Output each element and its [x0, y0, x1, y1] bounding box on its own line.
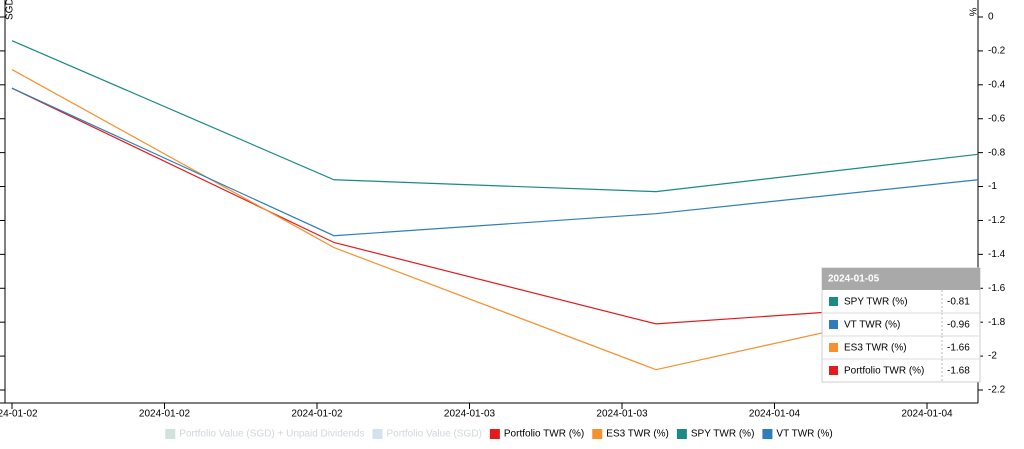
x-tick-label: 2024-01-02 — [0, 409, 38, 420]
legend-label: Portfolio Value (SGD) + Unpaid Dividends — [179, 429, 364, 440]
tooltip-name: Portfolio TWR (%) — [844, 366, 924, 377]
left-axis-label: SGD — [5, 0, 16, 20]
tooltip-value: -1.68 — [947, 366, 970, 377]
legend-label: ES3 TWR (%) — [606, 429, 669, 440]
tooltip-value: -1.66 — [947, 343, 970, 354]
legend-swatch — [592, 429, 603, 439]
y-tick-label: -0.4 — [988, 79, 1006, 90]
tooltip-swatch — [829, 366, 838, 375]
y-tick-label: -1.2 — [988, 215, 1006, 226]
y-tick-label: -0.6 — [988, 113, 1006, 124]
x-tick-label: 2024-01-03 — [596, 409, 648, 420]
series-line — [11, 87, 979, 325]
y-tick-label: -0.8 — [988, 147, 1006, 158]
x-tick-label: 2024-01-04 — [749, 409, 801, 420]
x-tick-label: 2024-01-04 — [901, 409, 953, 420]
y-tick-label: -1 — [988, 181, 997, 192]
y-tick-label: -0.2 — [988, 46, 1006, 57]
y-tick-label: -2 — [988, 351, 997, 362]
tooltip-swatch — [829, 343, 838, 352]
tooltip-name: ES3 TWR (%) — [844, 343, 907, 354]
y-tick-label: -1.4 — [988, 249, 1006, 260]
y-tick-label: -1.6 — [988, 283, 1006, 294]
tooltip-value: -0.81 — [947, 297, 970, 308]
x-tick-label: 2024-01-02 — [139, 409, 191, 420]
tooltip-name: SPY TWR (%) — [844, 297, 908, 308]
legend-swatch — [762, 429, 773, 439]
y-tick-label: -2.2 — [988, 385, 1006, 396]
tooltip-title: 2024-01-05 — [828, 274, 880, 285]
series-line — [11, 69, 979, 371]
tooltip-header — [822, 268, 980, 290]
legend-item[interactable]: Portfolio Value (SGD) + Unpaid Dividends — [165, 429, 364, 440]
legend-item[interactable]: Portfolio Value (SGD) — [372, 429, 482, 440]
legend-item[interactable]: VT TWR (%) — [762, 429, 833, 440]
y-tick-label: -1.8 — [988, 317, 1006, 328]
x-tick-label: 2024-01-02 — [291, 409, 343, 420]
x-tick-label: 2024-01-03 — [444, 409, 496, 420]
series-line — [11, 87, 979, 237]
legend-swatch — [165, 429, 176, 439]
legend-item[interactable]: Portfolio TWR (%) — [489, 429, 584, 440]
legend-swatch — [372, 429, 383, 439]
tooltip-name: VT TWR (%) — [844, 320, 900, 331]
legend-item[interactable]: ES3 TWR (%) — [592, 429, 669, 440]
right-axis-label: % — [966, 8, 977, 17]
legend-label: Portfolio Value (SGD) — [386, 429, 481, 440]
y-tick-label: 0 — [988, 12, 994, 23]
legend-label: Portfolio TWR (%) — [504, 429, 584, 440]
tooltip-swatch — [829, 320, 838, 329]
legend-item[interactable]: SPY TWR (%) — [676, 429, 755, 440]
tooltip-value: -0.96 — [947, 320, 970, 331]
series-line — [11, 40, 979, 193]
legend-label: SPY TWR (%) — [691, 429, 755, 440]
legend-swatch — [489, 429, 500, 439]
legend-swatch — [676, 429, 687, 439]
tooltip-swatch — [829, 297, 838, 306]
legend-label: VT TWR (%) — [776, 429, 832, 440]
